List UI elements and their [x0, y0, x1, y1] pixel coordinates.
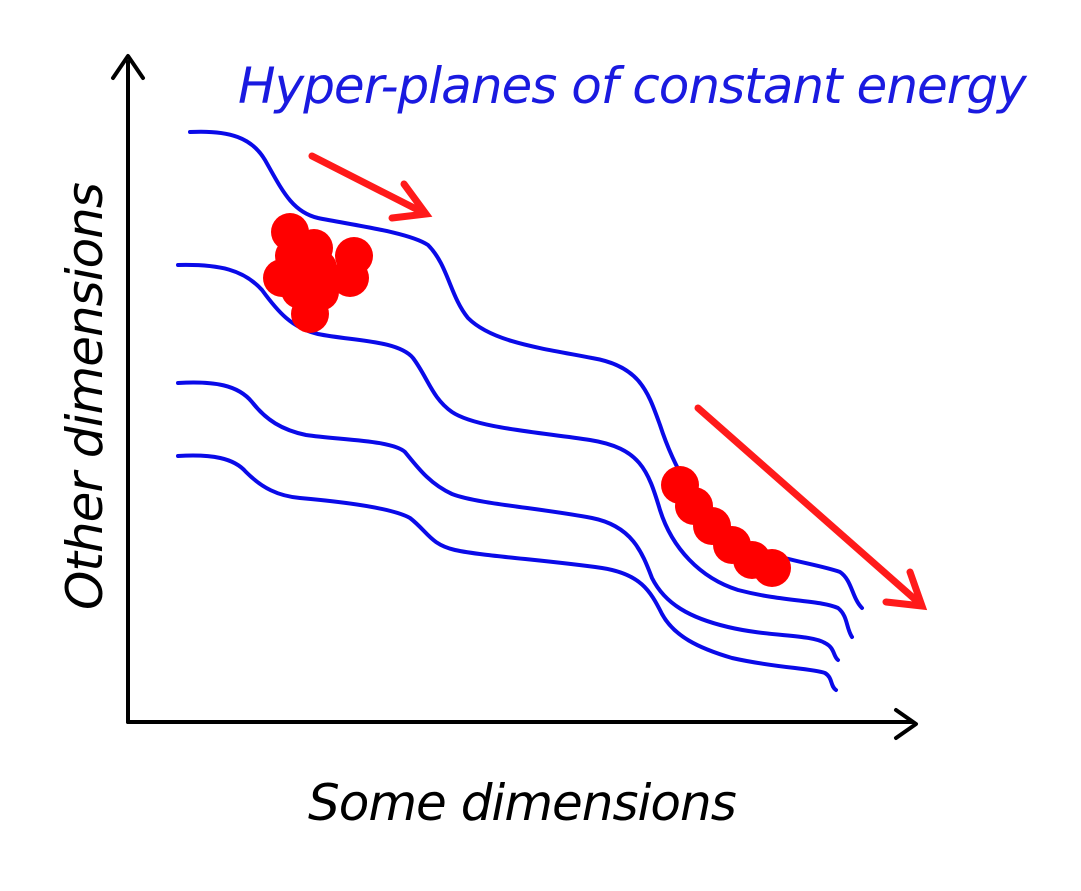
- lower-point-cluster: [661, 466, 791, 587]
- energy-curve-3: [176, 380, 840, 662]
- x-axis-label: Some dimensions: [308, 774, 736, 832]
- upper-arrow-shaft: [308, 152, 426, 216]
- upper-point: [331, 259, 369, 297]
- lower-point: [753, 549, 791, 587]
- lower-arrow-head: [882, 568, 928, 611]
- y-axis-label: Other dimensions: [56, 183, 114, 610]
- diagram-title: Hyper-planes of constant energy: [238, 57, 1028, 115]
- lower-arrow-shaft: [694, 404, 922, 606]
- x-axis-arrowhead: [894, 708, 918, 740]
- upper-point: [291, 295, 329, 333]
- upper-arrow-head: [388, 180, 433, 222]
- energy-curve-2: [176, 262, 854, 639]
- energy-curve-4: [176, 453, 838, 692]
- axes: [111, 54, 918, 740]
- y-axis-arrowhead: [111, 54, 145, 80]
- upper-point-cluster: [263, 213, 373, 333]
- energy-curve-1: [188, 129, 864, 610]
- descent-arrows: [308, 152, 928, 611]
- energy-curves: [176, 129, 864, 692]
